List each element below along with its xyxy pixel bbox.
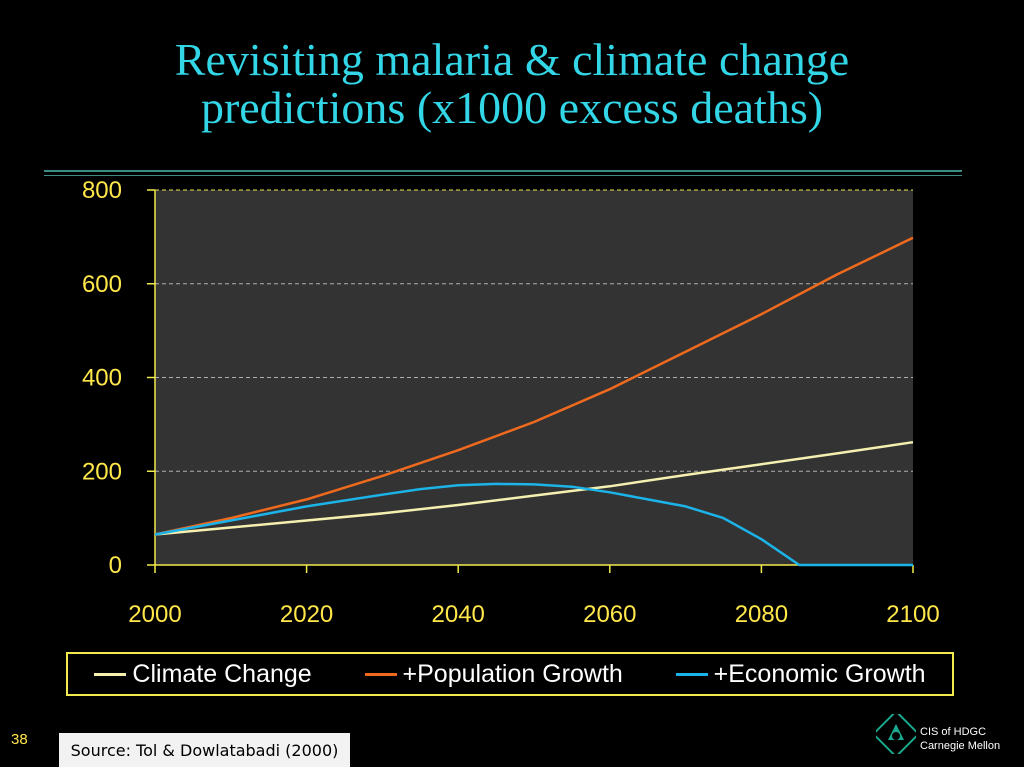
title-line-2: predictions (x1000 excess deaths) — [200, 82, 824, 133]
source-citation: Source: Tol & Dowlatabadi (2000) — [59, 733, 350, 767]
x-tick-label: 2020 — [280, 601, 333, 628]
y-tick-label: 200 — [82, 458, 122, 485]
cmu-logo-icon — [876, 714, 916, 754]
legend-label-climate: Climate Change — [132, 659, 312, 688]
x-tick-label: 2000 — [128, 601, 181, 628]
x-tick-label: 2060 — [583, 601, 636, 628]
series-line-2 — [154, 482, 913, 567]
logo-line-2: Carnegie Mellon — [920, 740, 1001, 752]
y-tick-label: 800 — [82, 177, 122, 204]
x-tick-label: 2040 — [432, 601, 485, 628]
y-tick-label: 600 — [82, 271, 122, 298]
legend-item-economic: +Economic Growth — [675, 659, 926, 689]
title-line-1: Revisiting malaria & climate change — [174, 34, 850, 85]
series-line-1 — [154, 236, 914, 536]
slide-title: Revisiting malaria & climate change pred… — [0, 36, 1024, 132]
y-tick-label: 0 — [109, 552, 122, 579]
logo-line-1: CIS of HDGC — [920, 726, 987, 738]
page-number: 38 — [11, 731, 28, 748]
legend-item-population: +Population Growth — [364, 659, 623, 689]
chart-legend: Climate Change +Population Growth +Econo… — [66, 652, 954, 696]
legend-swatch-climate — [94, 672, 127, 676]
y-tick-label: 400 — [82, 365, 122, 392]
legend-label-population: +Population Growth — [402, 659, 623, 688]
legend-label-economic: +Economic Growth — [713, 659, 926, 688]
legend-swatch-population — [364, 672, 397, 676]
legend-item-climate: Climate Change — [94, 659, 312, 689]
legend-swatch-economic — [675, 672, 708, 676]
title-divider-bottom — [44, 175, 962, 176]
series-line-0 — [154, 440, 914, 536]
logo-text: CIS of HDGC Carnegie Mellon — [920, 725, 1000, 753]
x-tick-label: 2080 — [735, 601, 788, 628]
title-divider-top — [44, 170, 962, 172]
x-tick-label: 2100 — [886, 601, 939, 628]
